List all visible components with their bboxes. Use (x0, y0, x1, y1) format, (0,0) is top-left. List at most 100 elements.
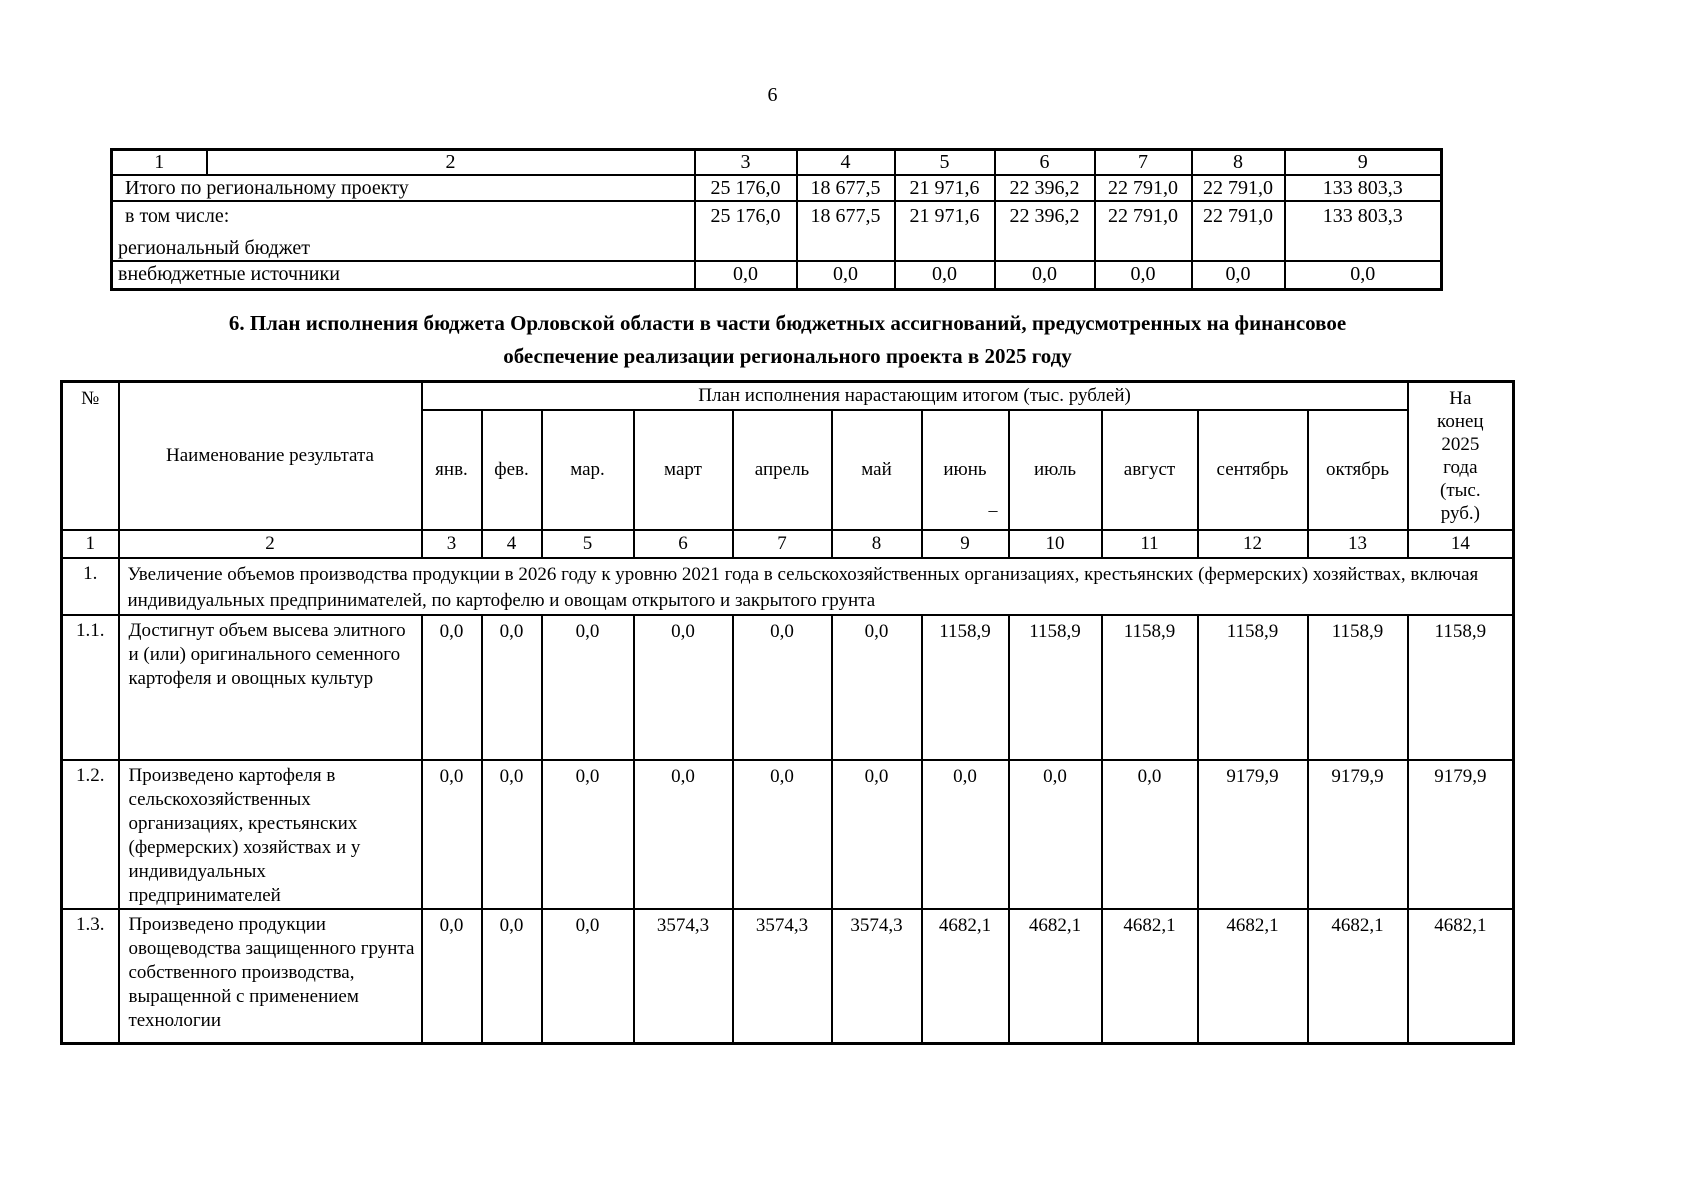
value-cell: 4682,1 (1196, 907, 1309, 1045)
col-number-cell: 5 (893, 148, 996, 176)
month-header-text: июнь (943, 458, 987, 480)
col-number-cell: 3 (420, 528, 483, 559)
col-number-cell: 3 (693, 148, 798, 176)
col-number-cell: 14 (1406, 528, 1515, 559)
value-cell: 133 803,3 (1283, 200, 1443, 262)
stray-dash-mark: – (988, 499, 998, 520)
col-number-cell: 11 (1100, 528, 1199, 559)
row-number-cell: 1.3. (60, 907, 120, 1045)
value-cell: 18 677,5 (795, 174, 896, 202)
row-number-cell: 1.1. (60, 613, 120, 761)
row-label-cell: Итого по региональному проекту (110, 174, 696, 202)
result-row-1-2: 1.2. Произведено картофеля в сельскохозя… (60, 758, 1515, 910)
plan-group-header: План исполнения нарастающим итогом (тыс.… (420, 380, 1409, 411)
month-header-cell: июнь – (920, 408, 1010, 531)
value-cell: 22 396,2 (993, 174, 1096, 202)
value-cell: 9179,9 (1196, 758, 1309, 910)
col-number-cell: 4 (795, 148, 896, 176)
col-number-cell: 9 (920, 528, 1010, 559)
value-cell: 0,0 (693, 260, 798, 290)
value-cell: 3574,3 (632, 907, 734, 1045)
value-cell: 22 791,0 (1190, 200, 1286, 262)
result-name-cell: Достигнут объем высева элитного и (или) … (117, 613, 423, 761)
value-cell: 0,0 (731, 758, 833, 910)
value-cell: 0,0 (993, 260, 1096, 290)
result-name-cell: Произведено картофеля в сельскохозяйстве… (117, 758, 423, 910)
budget-summary-table: 1 2 3 4 5 6 7 8 9 Итого по региональному… (110, 148, 1443, 291)
year-end-value-cell: 4682,1 (1406, 907, 1515, 1045)
value-cell: 0,0 (920, 758, 1010, 910)
value-cell: 0,0 (632, 613, 734, 761)
value-cell: 0,0 (632, 758, 734, 910)
col-number-cell: 8 (1190, 148, 1286, 176)
month-header-cell: сентябрь (1196, 408, 1309, 531)
summary-col-number-row: 1 2 3 4 5 6 7 8 9 (110, 148, 1443, 176)
value-cell: 21 971,6 (893, 200, 996, 262)
col-number-cell: 7 (731, 528, 833, 559)
value-cell: 22 791,0 (1093, 174, 1193, 202)
value-cell: 0,0 (830, 613, 923, 761)
value-cell: 25 176,0 (693, 200, 798, 262)
year-end-header-text: На конец 2025 года (тыс. руб.) (1437, 388, 1484, 524)
month-header-cell: октябрь (1306, 408, 1409, 531)
plan-col-number-row: 1 2 3 4 5 6 7 8 9 10 11 12 13 14 (60, 528, 1515, 559)
value-cell: 0,0 (1093, 260, 1193, 290)
summary-extrabudget-row: внебюджетные источники 0,0 0,0 0,0 0,0 0… (110, 260, 1443, 290)
plan-header-row: № Наименование результата План исполнени… (60, 380, 1515, 531)
value-cell: 0,0 (1007, 758, 1103, 910)
col-number-cell: 12 (1196, 528, 1309, 559)
value-cell: 0,0 (540, 613, 635, 761)
value-cell: 0,0 (1190, 260, 1286, 290)
col-number-cell: 13 (1306, 528, 1409, 559)
month-header-cell: янв. (420, 408, 483, 531)
value-cell: 0,0 (893, 260, 996, 290)
section-1-text-cell: Увеличение объемов производства продукци… (117, 556, 1515, 616)
value-cell: 25 176,0 (693, 174, 798, 202)
execution-plan-table: № Наименование результата План исполнени… (60, 380, 1516, 1045)
section-1-row: 1. Увеличение объемов производства проду… (60, 556, 1515, 616)
value-cell: 3574,3 (731, 907, 833, 1045)
value-cell: 0,0 (480, 758, 543, 910)
value-cell: 1158,9 (920, 613, 1010, 761)
value-cell: 0,0 (731, 613, 833, 761)
section-title-line1: 6. План исполнения бюджета Орловской обл… (228, 311, 1347, 335)
row-number-cell: 1.2. (60, 758, 120, 910)
value-cell: 0,0 (1100, 758, 1199, 910)
value-cell: 4682,1 (1007, 907, 1103, 1045)
result-name-cell: Произведено продукции овощеводства защищ… (117, 907, 423, 1045)
value-cell: 0,0 (795, 260, 896, 290)
value-cell: 133 803,3 (1283, 174, 1443, 202)
col-number-cell: 4 (480, 528, 543, 559)
month-header-cell: май (830, 408, 923, 531)
col-number-cell: 2 (117, 528, 423, 559)
year-end-value-cell: 9179,9 (1406, 758, 1515, 910)
number-column-header: № (60, 380, 120, 531)
col-number-cell: 1 (110, 148, 208, 176)
value-cell: 0,0 (420, 907, 483, 1045)
value-cell: 22 396,2 (993, 200, 1096, 262)
value-cell: 0,0 (1283, 260, 1443, 290)
value-cell: 4682,1 (1306, 907, 1409, 1045)
section-title-line2: обеспечение реализации регионального про… (503, 344, 1072, 368)
value-cell: 0,0 (540, 758, 635, 910)
value-cell: 22 791,0 (1190, 174, 1286, 202)
value-cell: 0,0 (420, 758, 483, 910)
summary-regional-budget-row: в том числе: региональный бюджет 25 176,… (110, 200, 1443, 262)
year-end-column-header: На конец 2025 года (тыс. руб.) (1406, 380, 1515, 531)
col-number-cell: 10 (1007, 528, 1103, 559)
row-label-line2: региональный бюджет (118, 237, 310, 259)
result-row-1-1: 1.1. Достигнут объем высева элитного и (… (60, 613, 1515, 761)
year-end-value-cell: 1158,9 (1406, 613, 1515, 761)
value-cell: 1158,9 (1007, 613, 1103, 761)
col-number-cell: 2 (205, 148, 696, 176)
value-cell: 3574,3 (830, 907, 923, 1045)
col-number-cell: 7 (1093, 148, 1193, 176)
row-label-cell: в том числе: региональный бюджет (110, 200, 696, 262)
col-number-cell: 8 (830, 528, 923, 559)
col-number-cell: 5 (540, 528, 635, 559)
value-cell: 0,0 (540, 907, 635, 1045)
value-cell: 1158,9 (1306, 613, 1409, 761)
month-header-cell: мар. (540, 408, 635, 531)
value-cell: 0,0 (830, 758, 923, 910)
value-cell: 18 677,5 (795, 200, 896, 262)
